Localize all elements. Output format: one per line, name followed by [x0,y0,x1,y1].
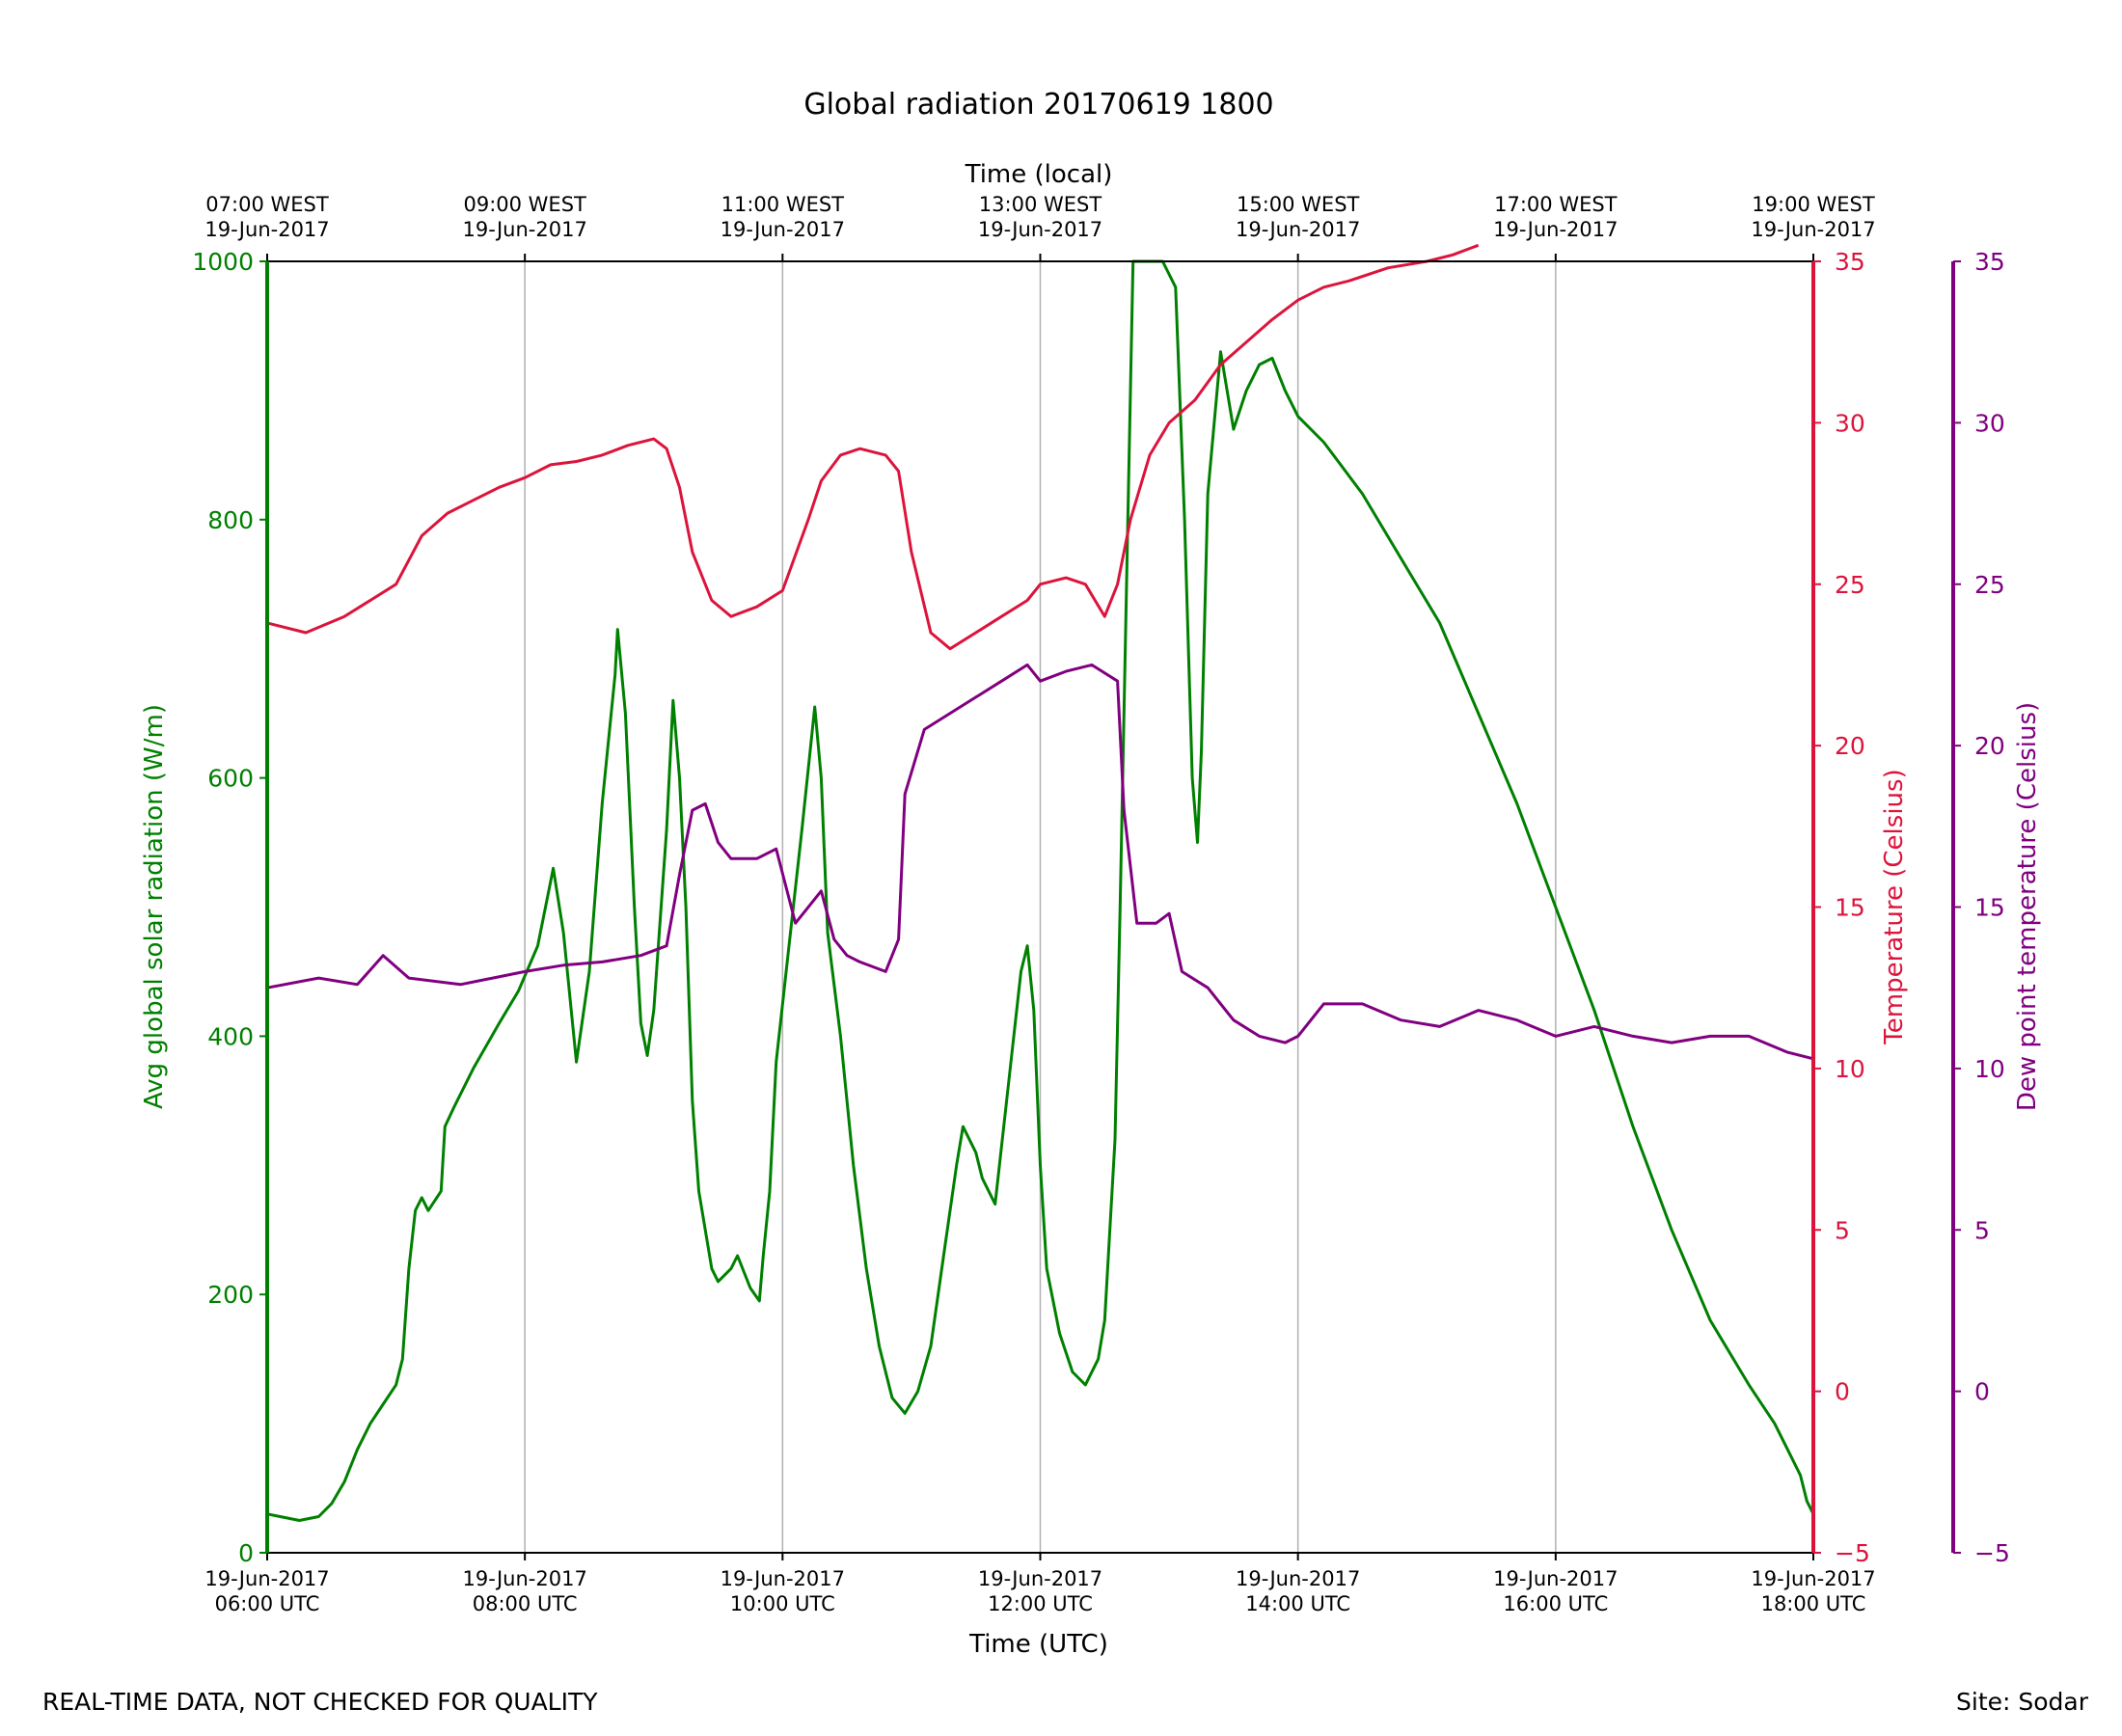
series-line-temperature [266,243,1480,651]
bottom-tick-time-3: 12:00 UTC [988,1592,1093,1615]
temperature-tick-label-5: 20 [1835,732,1865,760]
radiation-axis-label: Avg global solar radiation (W/m) [140,704,169,1109]
temperature-tick-label-3: 10 [1835,1055,1865,1083]
temperature-tick-label-8: 35 [1835,248,1865,276]
bottom-tick-time-1: 08:00 UTC [473,1592,578,1615]
footer-quality-note: REAL-TIME DATA, NOT CHECKED FOR QUALITY [42,1688,598,1716]
bottom-tick-date-4: 19-Jun-2017 [1236,1567,1360,1590]
footer-site-label: Site: Sodar [1956,1688,2089,1716]
dewpoint-tick-label-1: 0 [1974,1378,1990,1406]
dewpoint-tick-label-6: 25 [1974,571,2005,599]
bottom-tick-date-3: 19-Jun-2017 [978,1567,1102,1590]
bottom-tick-time-0: 06:00 UTC [215,1592,320,1615]
chart-title: Global radiation 20170619 1800 [803,88,1273,122]
dewpoint-tick-label-5: 20 [1974,732,2005,760]
bottom-tick-time-6: 18:00 UTC [1761,1592,1866,1615]
bottom-tick-time-2: 10:00 UTC [730,1592,835,1615]
bottom-tick-date-5: 19-Jun-2017 [1493,1567,1618,1590]
dewpoint-tick-label-8: 35 [1974,248,2005,276]
top-tick-date-4: 19-Jun-2017 [1236,218,1360,241]
radiation-tick-label-4: 800 [207,506,254,534]
bottom-tick-time-5: 16:00 UTC [1503,1592,1608,1615]
dewpoint-tick-label-7: 30 [1974,409,2005,437]
top-tick-date-5: 19-Jun-2017 [1493,218,1618,241]
bottom-tick-date-6: 19-Jun-2017 [1751,1567,1875,1590]
top-tick-time-3: 13:00 WEST [979,193,1102,216]
series-group [266,243,1815,1522]
temperature-tick-label-4: 15 [1835,894,1865,922]
bottom-tick-date-2: 19-Jun-2017 [721,1567,845,1590]
top-tick-time-4: 15:00 WEST [1237,193,1360,216]
radiation-tick-label-3: 600 [207,765,254,793]
series-line-dewpoint [266,663,1814,1061]
temperature-tick-label-6: 25 [1835,571,1865,599]
radiation-tick-label-1: 200 [207,1281,254,1309]
bottom-tick-time-4: 14:00 UTC [1245,1592,1350,1615]
bottom-x-axis-label: Time (UTC) [968,1630,1108,1659]
radiation-tick-label-0: 0 [238,1539,254,1567]
temperature-tick-label-1: 0 [1835,1378,1850,1406]
top-tick-date-2: 19-Jun-2017 [721,218,845,241]
radiation-tick-label-2: 400 [207,1022,254,1050]
temperature-axis-label: Temperature (Celsius) [1880,769,1909,1044]
dewpoint-axis-label: Dew point temperature (Celsius) [2013,702,2042,1111]
top-tick-time-2: 11:00 WEST [721,193,845,216]
top-tick-time-1: 09:00 WEST [463,193,586,216]
top-tick-time-0: 07:00 WEST [205,193,329,216]
bottom-tick-date-1: 19-Jun-2017 [463,1567,587,1590]
temperature-tick-label-7: 30 [1835,409,1865,437]
top-x-axis-label: Time (local) [965,160,1113,189]
top-tick-date-3: 19-Jun-2017 [978,218,1102,241]
radiation-tick-label-5: 1000 [192,248,254,276]
dewpoint-tick-label-3: 10 [1974,1055,2005,1083]
dewpoint-tick-label-4: 15 [1974,894,2005,922]
top-tick-time-5: 17:00 WEST [1494,193,1618,216]
dewpoint-tick-label-0: −5 [1974,1539,2010,1567]
dewpoint-tick-label-2: 5 [1974,1216,1990,1244]
top-tick-date-0: 19-Jun-2017 [204,218,329,241]
temperature-tick-label-2: 5 [1835,1216,1850,1244]
top-tick-time-6: 19:00 WEST [1752,193,1875,216]
bottom-tick-date-0: 19-Jun-2017 [204,1567,329,1590]
temperature-tick-label-0: −5 [1835,1539,1870,1567]
top-tick-date-6: 19-Jun-2017 [1751,218,1875,241]
series-line-radiation [266,259,1815,1522]
top-tick-date-1: 19-Jun-2017 [463,218,587,241]
